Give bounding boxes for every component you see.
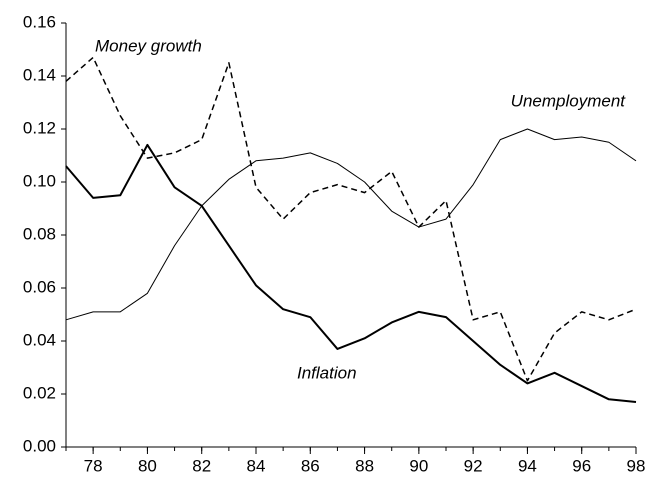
x-tick-label: 92 — [464, 456, 483, 475]
x-tick-label: 82 — [192, 456, 211, 475]
x-tick-label: 94 — [518, 456, 537, 475]
x-tick-label: 84 — [247, 456, 266, 475]
series-label: Money growth — [95, 36, 202, 55]
series-label: Unemployment — [511, 91, 627, 110]
x-tick-label: 96 — [572, 456, 591, 475]
series-line — [65, 56, 637, 382]
y-tick-label: 0.06 — [23, 277, 56, 296]
y-tick-label: 0.14 — [23, 65, 56, 84]
series-line — [65, 143, 637, 403]
x-tick-label: 90 — [409, 456, 428, 475]
y-tick-label: 0.12 — [23, 118, 56, 137]
y-tick-label: 0.00 — [23, 436, 56, 455]
y-tick-label: 0.10 — [23, 171, 56, 190]
y-tick-label: 0.16 — [23, 12, 56, 31]
x-tick-label: 88 — [355, 456, 374, 475]
series-label: Inflation — [297, 363, 357, 382]
y-tick-label: 0.02 — [23, 383, 56, 402]
x-tick-label: 86 — [301, 456, 320, 475]
x-tick-label: 98 — [627, 456, 646, 475]
x-tick-label: 80 — [138, 456, 157, 475]
series-line — [65, 128, 637, 321]
y-tick-label: 0.08 — [23, 224, 56, 243]
y-tick-label: 0.04 — [23, 330, 56, 349]
x-tick-label: 78 — [84, 456, 103, 475]
